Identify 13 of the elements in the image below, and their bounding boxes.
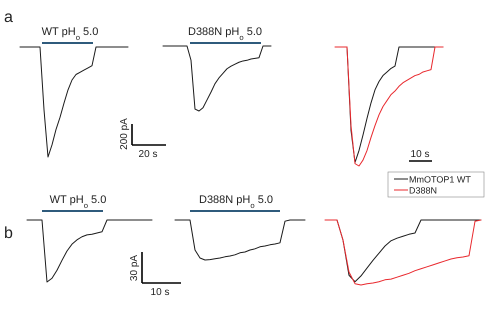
legend-label: MmOTOP1 WT: [409, 174, 472, 184]
annotation: 10 s: [410, 149, 430, 160]
text: 20 s: [138, 149, 158, 160]
text: a: [4, 9, 13, 26]
annotation: 30 pA: [129, 254, 140, 282]
annotation: 200 pA: [119, 118, 130, 150]
text: b: [4, 225, 13, 242]
text: WT pH$_{o}$ 5.0: [50, 194, 106, 210]
text: WT pH$_{o}$ 5.0: [42, 26, 98, 42]
text: D388N pH$_{o}$ 5.0: [188, 26, 262, 42]
text: D388N pH$_{o}$ 5.0: [199, 194, 273, 210]
legend-label: D388N: [409, 186, 438, 196]
text: 10 s: [150, 287, 170, 298]
